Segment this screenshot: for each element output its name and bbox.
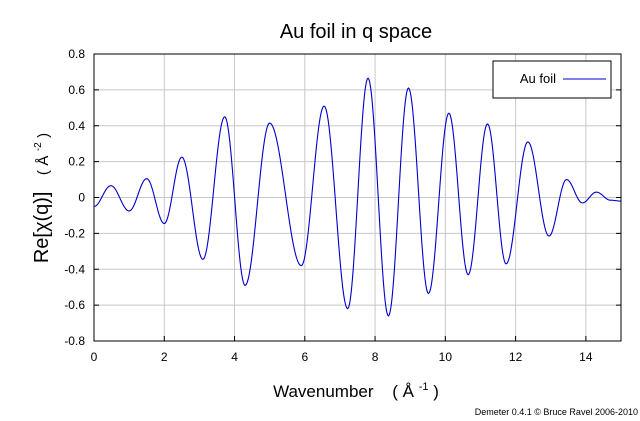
y-axis-unit-close: ) xyxy=(35,133,52,138)
x-axis-unit-sup: -1 xyxy=(419,381,429,393)
y-tick-label: -0.2 xyxy=(64,226,85,240)
x-axis-label-text: Wavenumber xyxy=(273,382,374,401)
x-axis-unit-base: Å xyxy=(403,382,415,401)
x-tick-label: 8 xyxy=(372,350,379,364)
y-tick-label: -0.6 xyxy=(64,298,85,312)
y-tick-label: 0.4 xyxy=(68,119,85,133)
legend-label: Au foil xyxy=(520,71,556,86)
x-tick-label: 4 xyxy=(231,350,238,364)
y-tick-label: -0.8 xyxy=(64,334,85,348)
axis-ticks xyxy=(93,53,621,342)
series-line-au-foil xyxy=(93,77,622,317)
y-tick-label: -0.4 xyxy=(64,262,85,276)
series-group xyxy=(93,77,622,317)
y-tick-label: 0.8 xyxy=(68,47,85,61)
y-axis-unit-sup: -2 xyxy=(33,142,44,151)
x-tick-label: 14 xyxy=(579,350,593,364)
x-tick-label: 0 xyxy=(91,350,98,364)
x-tick-label: 6 xyxy=(301,350,308,364)
y-tick-label: 0.6 xyxy=(68,83,85,97)
svg-text:Re[χ(q)] ( Å: Re[χ(q)] ( Å -2 ) xyxy=(28,133,53,263)
y-axis-unit-base: Å xyxy=(35,156,52,166)
y-axis-label-text: Re[χ(q)] xyxy=(31,192,53,264)
x-tick-label: 10 xyxy=(439,350,453,364)
x-axis-unit-close: ) xyxy=(433,382,439,401)
x-axis-unit-open: ( xyxy=(392,382,398,401)
y-axis-label: Re[χ(q)] ( Å -2 ) xyxy=(28,133,53,263)
x-tick-label: 2 xyxy=(161,350,168,364)
legend: Au foil xyxy=(492,60,612,99)
y-tick-label: 0 xyxy=(78,191,85,205)
y-axis-unit-open: ( xyxy=(35,170,52,175)
y-tick-label: 0.2 xyxy=(68,155,85,169)
x-tick-label: 12 xyxy=(509,350,523,364)
credit-text: Demeter 0.4.1 © Bruce Ravel 2006-2010 xyxy=(475,407,638,417)
tick-labels: 0 2 4 6 8 10 12 14 0.8 0.6 0.4 0.2 0 -0.2 -0.4 -0.6 -0.8 xyxy=(64,47,593,364)
chart-title: Au foil in q space xyxy=(280,21,432,43)
x-axis-label: Wavenumber ( Å -1 ) xyxy=(273,375,439,401)
